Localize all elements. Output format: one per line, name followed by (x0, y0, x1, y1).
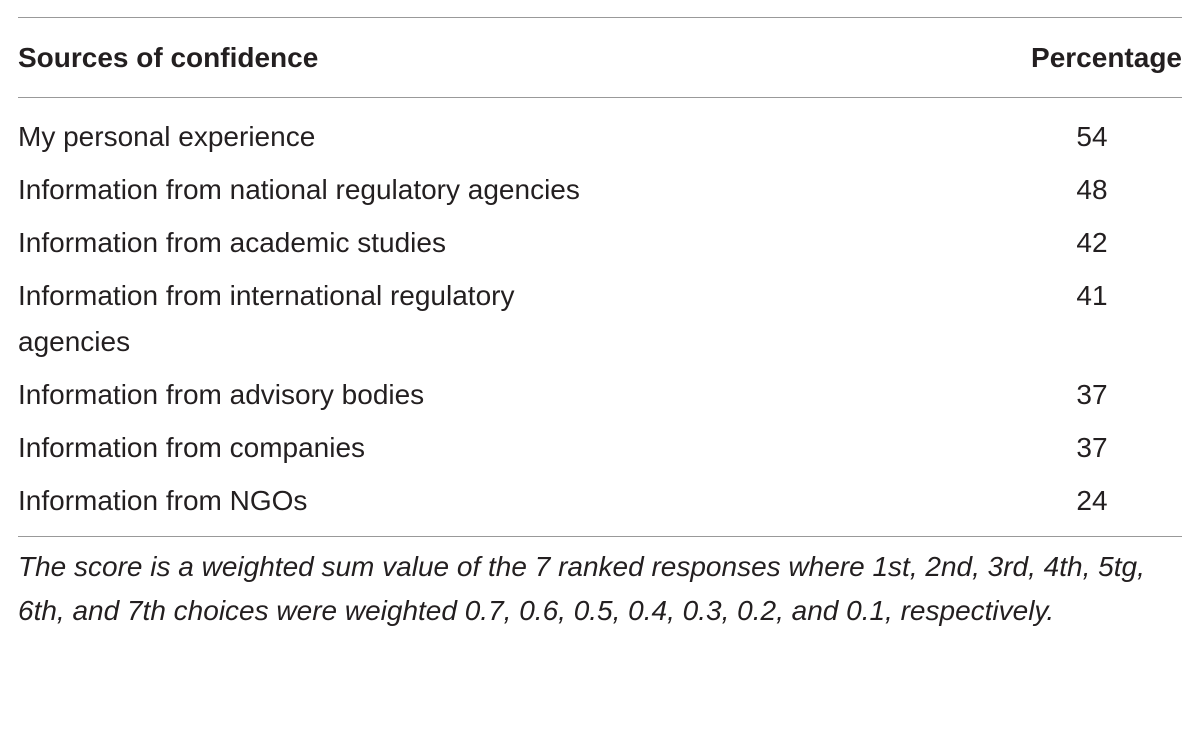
table-container: Sources of confidence Percentage My pers… (18, 17, 1182, 633)
header-cell: Percentage (1002, 17, 1182, 98)
gap-cell (618, 421, 1002, 474)
header-row: Sources of confidence Percentage (18, 17, 1182, 98)
source-cell: Information from companies (18, 432, 366, 463)
percentage-cell: 37 (1076, 379, 1108, 410)
gap-cell (618, 368, 1002, 421)
header-cell: Sources of confidence (18, 17, 618, 98)
percentage-cell: 41 (1076, 280, 1108, 311)
source-cell: Information from NGOs (18, 474, 618, 537)
source-cell: Information from national regulatory age… (18, 174, 580, 205)
percentage-cell: 37 (1076, 432, 1108, 463)
table-row: Information from academic studies 42 (18, 216, 1182, 269)
percentage-cell: 48 (1076, 174, 1108, 205)
gap-cell (618, 98, 1002, 164)
percentage-cell: 24 (1002, 474, 1182, 537)
table-row: My personal experience 54 (18, 98, 1182, 164)
source-cell: Information from advisory bodies (18, 379, 425, 410)
table-row: Information from NGOs 24 (18, 474, 1182, 537)
table-body: My personal experience 54 Information from… (18, 98, 1182, 537)
table-row: Information from international regulator… (18, 269, 1182, 368)
footnote: The score is a weighted sum value of the… (18, 551, 1145, 626)
table-row: Information from advisory bodies 37 (18, 368, 1182, 421)
table-row: Information from companies 37 (18, 421, 1182, 474)
gap-cell (618, 474, 1002, 537)
percentage-cell: 42 (1076, 227, 1108, 258)
percentage-cell: 54 (1076, 121, 1108, 152)
source-cell: My personal experience (18, 121, 316, 152)
gap-cell (618, 269, 1002, 368)
data-table: Sources of confidence Percentage My pers… (18, 17, 1182, 537)
table-header: Sources of confidence Percentage (18, 17, 1182, 98)
source-cell: Information from academic studies (18, 227, 446, 258)
gap-cell (618, 216, 1002, 269)
header-gap (618, 17, 1002, 98)
gap-cell (618, 163, 1002, 216)
source-cell: Information from international regulator… (18, 280, 515, 357)
table-row: Information from national regulatory age… (18, 163, 1182, 216)
